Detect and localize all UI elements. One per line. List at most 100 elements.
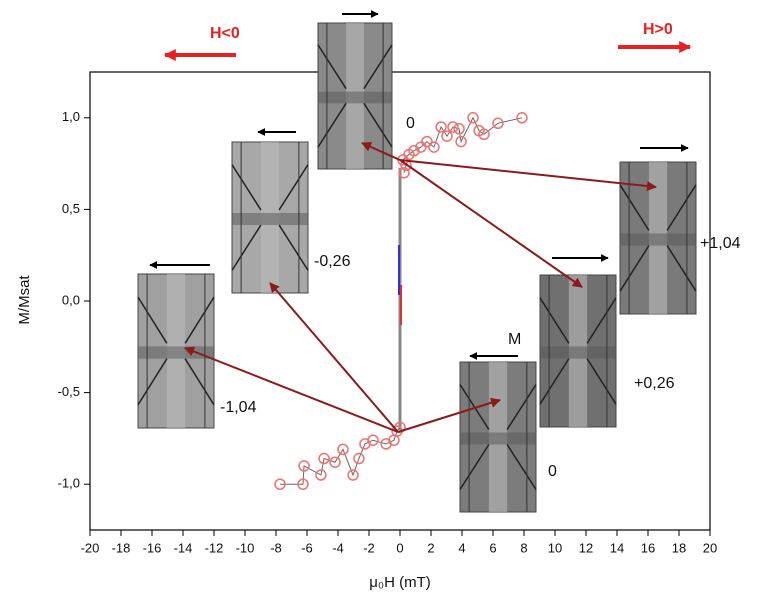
x-tick-label: -14 <box>174 540 193 555</box>
data-point <box>337 443 349 456</box>
image-band <box>232 212 308 226</box>
image-wall <box>184 358 215 406</box>
x-tick-label: -8 <box>270 540 282 555</box>
image-wall <box>278 164 309 211</box>
data-point <box>492 117 504 130</box>
image-wall <box>459 444 490 490</box>
x-tick-label: 20 <box>703 540 717 555</box>
data-point <box>453 123 465 135</box>
annotation: +0,26 <box>634 375 675 392</box>
annotation: -0,26 <box>314 253 351 270</box>
domain-image <box>459 352 537 513</box>
image-wall <box>506 444 537 490</box>
image-wall <box>278 224 309 271</box>
data-point <box>297 478 309 490</box>
x-tick-label: -16 <box>143 540 162 555</box>
data-point <box>353 452 365 465</box>
domain-image <box>231 128 309 294</box>
y-tick-label: 1,0 <box>62 109 80 124</box>
image-wall <box>619 184 650 231</box>
x-tick-label: -18 <box>112 540 131 555</box>
image-band <box>138 346 214 359</box>
x-tick-label: -4 <box>332 540 344 555</box>
data-point <box>421 135 433 148</box>
data-point <box>428 141 440 153</box>
x-tick-label: 16 <box>641 540 655 555</box>
annotation: H<0 <box>210 25 240 42</box>
image-wall <box>539 358 570 405</box>
pointer-arrow <box>361 142 401 161</box>
y-axis-label: M/Msat <box>16 275 33 325</box>
image-wall <box>137 296 168 344</box>
x-tick-label: -6 <box>301 540 313 555</box>
image-wall <box>363 102 393 148</box>
x-tick-label: 0 <box>396 540 403 555</box>
data-point <box>516 112 528 124</box>
annotation: +1,04 <box>700 235 741 252</box>
x-tick-label: 10 <box>548 540 562 555</box>
image-band <box>460 432 536 445</box>
domain-image <box>317 10 393 170</box>
pointer-arrow <box>399 159 583 288</box>
image-wall <box>539 297 570 344</box>
image-wall <box>317 44 347 90</box>
data-point <box>467 112 479 124</box>
data-point <box>315 469 327 481</box>
data-point <box>367 434 379 446</box>
annotation: -1,04 <box>220 399 257 416</box>
data-point <box>435 121 447 133</box>
x-tick-label: -12 <box>205 540 224 555</box>
x-tick-label: -2 <box>363 540 375 555</box>
pointer-arrow <box>269 282 399 433</box>
data-point <box>274 478 286 490</box>
data-point <box>298 460 310 472</box>
y-tick-label: 0,5 <box>62 201 80 216</box>
image-wall <box>317 102 347 148</box>
series-line <box>280 427 401 485</box>
y-tick-label: -1,0 <box>58 476 80 491</box>
data-point <box>398 167 410 179</box>
data-point <box>441 130 453 142</box>
x-tick-label: 8 <box>520 540 527 555</box>
image-wall <box>184 296 215 344</box>
data-point <box>455 135 467 148</box>
annotation: 0 <box>548 463 557 480</box>
domain-image <box>619 144 697 315</box>
x-tick-label: 6 <box>489 540 496 555</box>
x-tick-label: 12 <box>579 540 593 555</box>
pointer-arrow <box>399 159 657 192</box>
pointer-arrow <box>184 346 399 433</box>
data-point <box>408 145 420 157</box>
x-tick-label: 2 <box>427 540 434 555</box>
image-band <box>620 233 696 246</box>
x-tick-label: -20 <box>81 540 100 555</box>
image-wall <box>231 164 262 211</box>
annotation: 0 <box>406 115 415 132</box>
x-tick-label: 4 <box>458 540 465 555</box>
annotation: H>0 <box>643 21 673 38</box>
image-wall <box>666 245 697 292</box>
data-point <box>447 121 459 133</box>
image-wall <box>137 358 168 406</box>
image-wall <box>619 245 650 292</box>
data-point <box>329 456 341 468</box>
annotation: M <box>508 331 521 348</box>
image-band <box>318 91 392 104</box>
image-wall <box>666 184 697 231</box>
pointer-arrow <box>397 397 501 433</box>
x-tick-label: 18 <box>672 540 686 555</box>
data-point <box>318 452 330 465</box>
image-wall <box>363 44 393 90</box>
image-wall <box>231 224 262 271</box>
data-point <box>347 469 359 481</box>
image-wall <box>506 384 537 430</box>
data-point <box>478 128 490 141</box>
image-band <box>540 346 616 359</box>
y-tick-label: 0,0 <box>62 292 80 307</box>
image-wall <box>586 297 617 344</box>
x-axis-label: μ₀H (mT) <box>369 574 431 591</box>
domain-image <box>539 254 617 428</box>
x-tick-label: 14 <box>610 540 624 555</box>
y-tick-label: -0,5 <box>58 384 80 399</box>
